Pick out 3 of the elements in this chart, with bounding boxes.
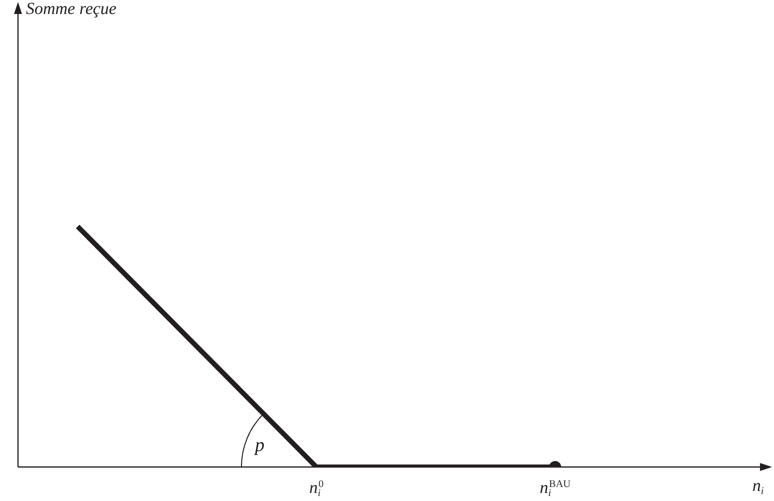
text: Somme reçue: [26, 0, 117, 18]
x-axis-title: n$_{i}$: [752, 476, 764, 497]
annotation: p: [253, 435, 265, 456]
